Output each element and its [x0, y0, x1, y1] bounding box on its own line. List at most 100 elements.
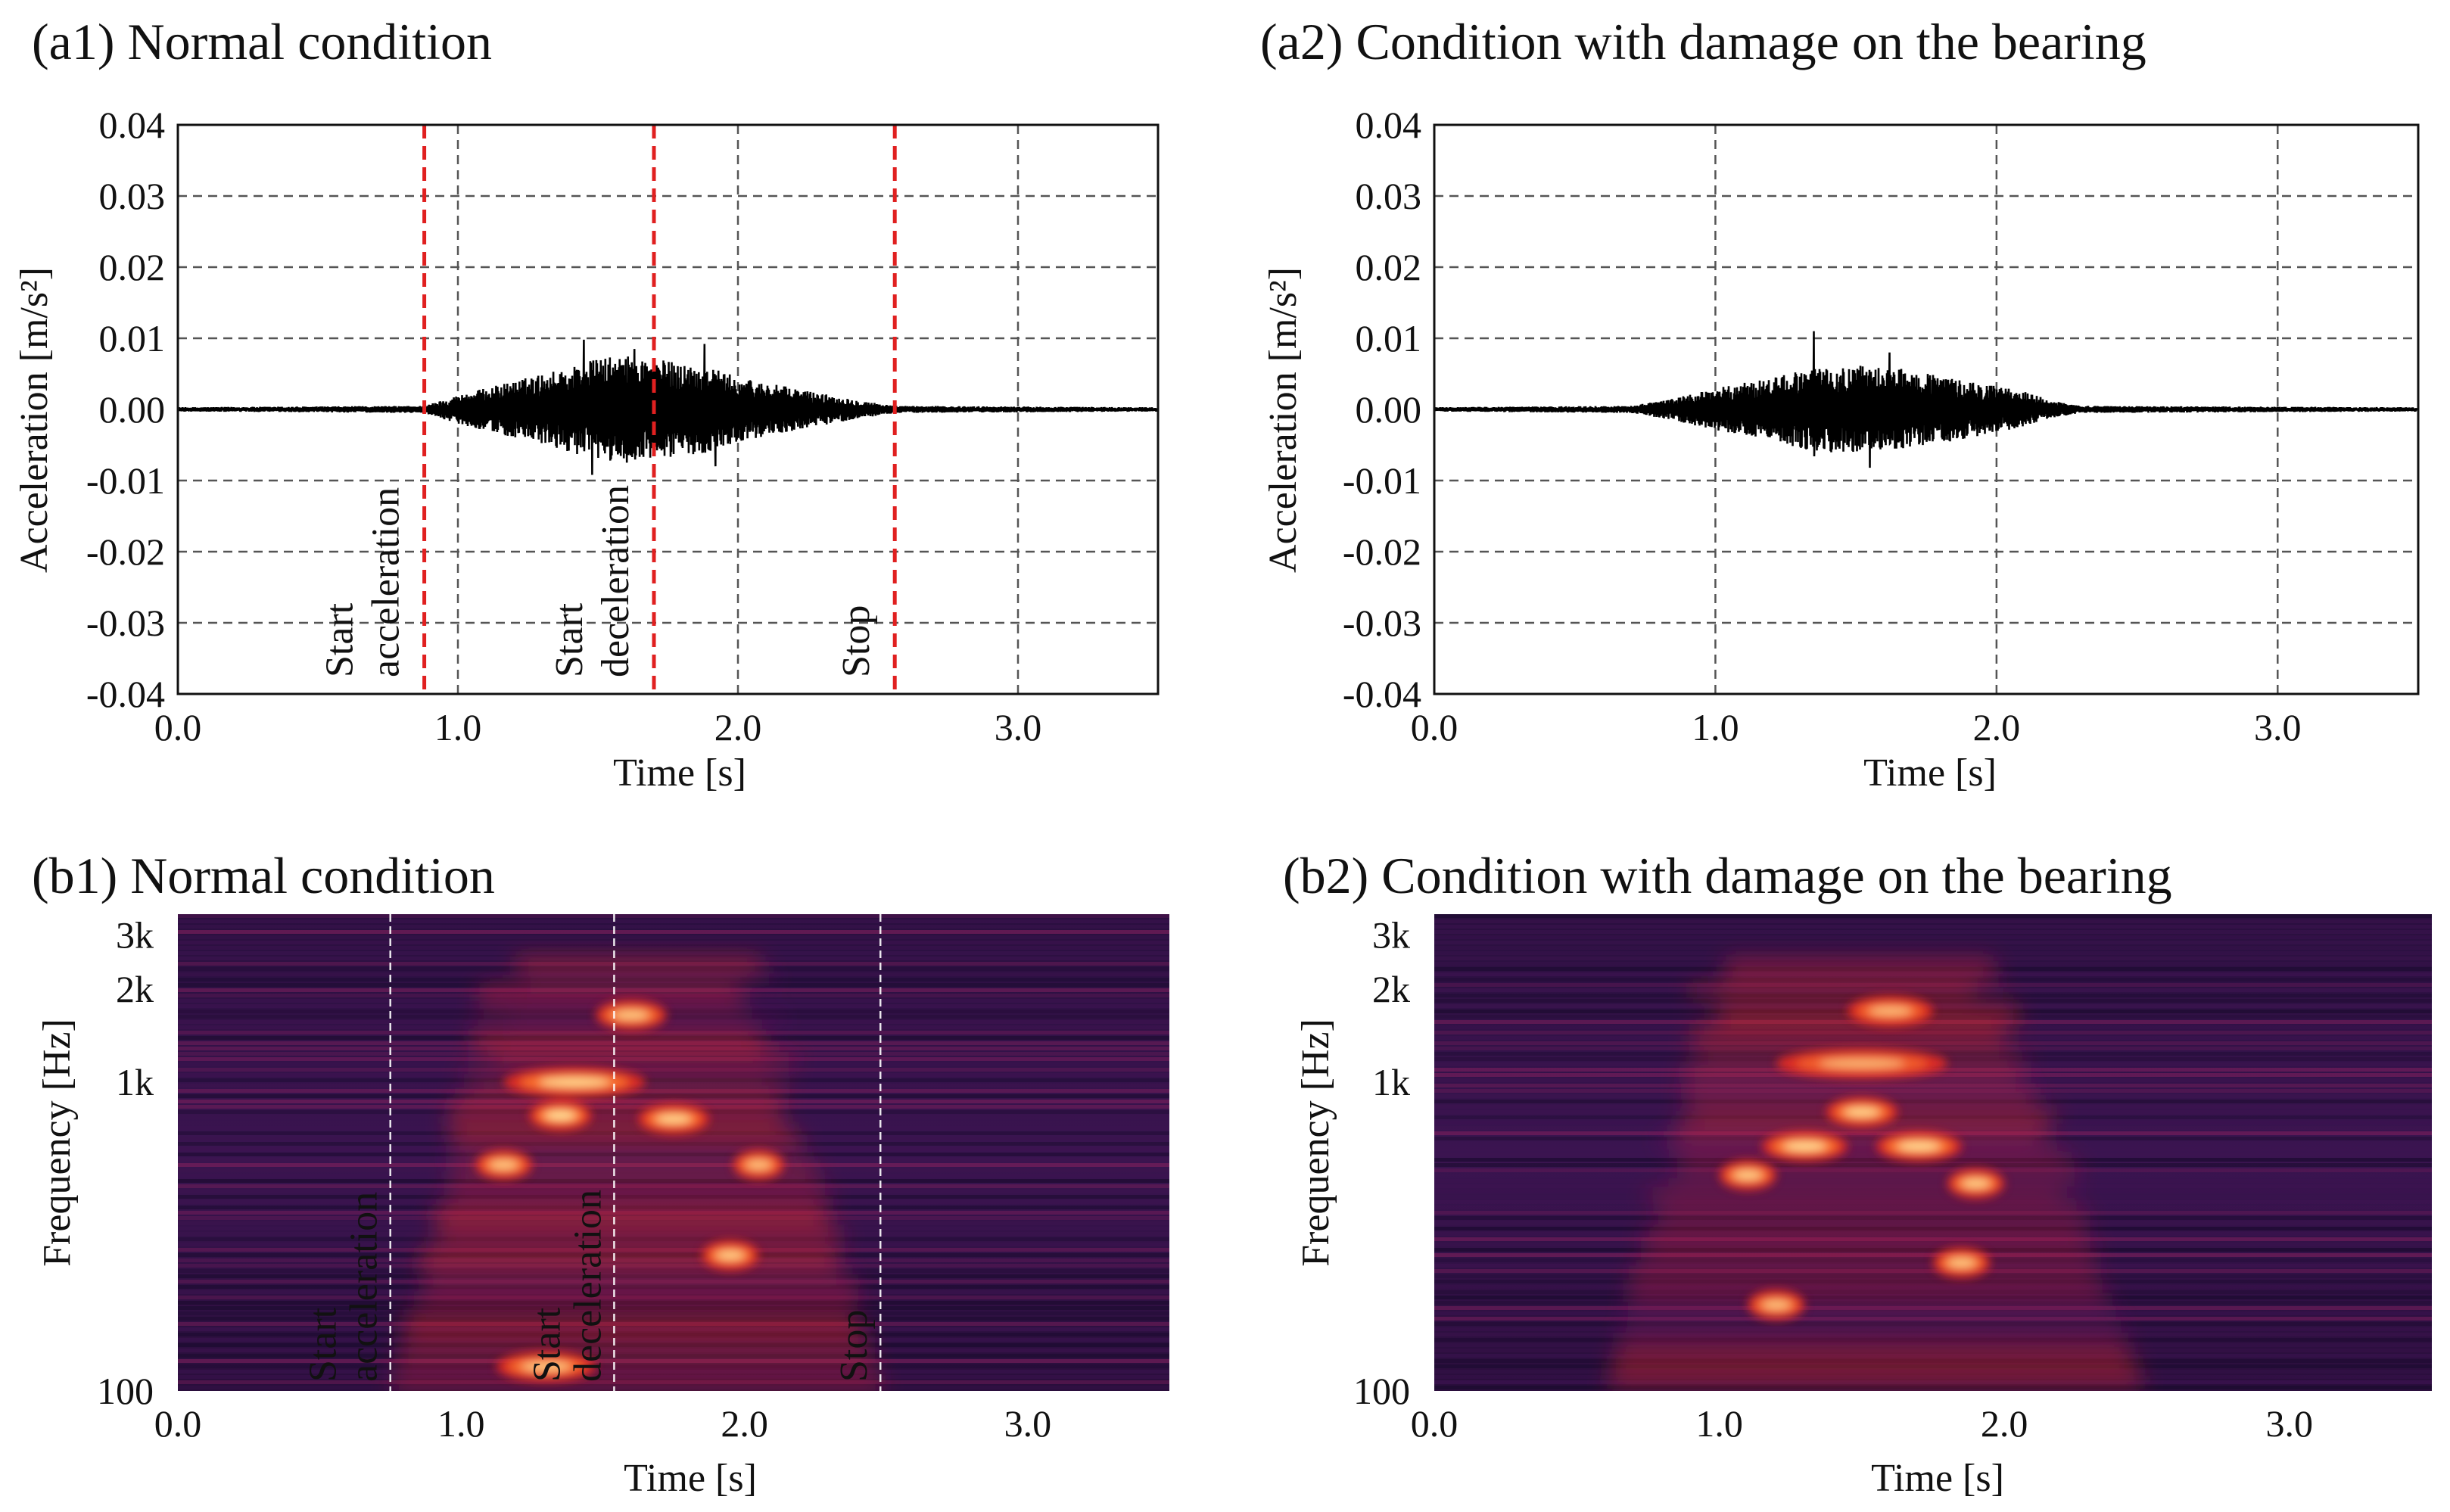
- b2-stripe: [1434, 1036, 2432, 1040]
- b2-stripe: [1434, 1025, 2432, 1029]
- a1-xtick-label: 1.0: [434, 706, 482, 748]
- b2-glow-band: [1688, 1082, 2034, 1090]
- b1-glow-band: [450, 1191, 831, 1199]
- b2-hotspot-peak: [1961, 1178, 1991, 1188]
- b2-stripe: [1434, 957, 2432, 960]
- b2-stripe: [1434, 930, 2432, 934]
- b2-stripe: [1434, 1364, 2432, 1368]
- b2-stripe: [1434, 1121, 2432, 1125]
- panel-a2-signal: [1433, 331, 2420, 468]
- b2-ytick-label: 3k: [1372, 913, 1410, 956]
- b2-glow-band: [1612, 1355, 2131, 1363]
- b1-glow-band: [397, 1355, 873, 1363]
- a1-ytick-label: 0.01: [99, 317, 166, 359]
- b1-stripe: [178, 1364, 1169, 1368]
- b2-xtick-label: 0.0: [1411, 1402, 1458, 1445]
- b1-glow-band: [395, 1368, 879, 1377]
- b1-stripe: [178, 919, 1169, 923]
- b2-glow-band: [1628, 1314, 2121, 1322]
- a2-xtick-label: 2.0: [1973, 706, 2021, 748]
- b1-glow-band: [435, 1205, 823, 1213]
- b2-stripe: [1434, 941, 2432, 944]
- b1-glow-band: [445, 1150, 802, 1159]
- b2-hotspot-peak: [1869, 1006, 1912, 1016]
- b1-stripe: [178, 1253, 1169, 1257]
- b2-glow-band: [1607, 1382, 2143, 1390]
- b2-glow-band: [1636, 1259, 2094, 1268]
- a2-ytick-label: 0.02: [1356, 246, 1422, 288]
- a2-ytick-label: 0.04: [1356, 104, 1422, 146]
- b2-glow-band: [1648, 1246, 2097, 1254]
- b2-stripe: [1434, 946, 2432, 950]
- b2-stripe: [1434, 925, 2432, 929]
- b1-stripe: [178, 941, 1169, 944]
- b1-stripe: [178, 983, 1169, 987]
- b2-glow-band: [1689, 1041, 2009, 1050]
- b2-glow-band: [1625, 1300, 2109, 1308]
- panel-b1-ylabel: Frequency [Hz]: [36, 1019, 79, 1267]
- b1-ytick-label: 1k: [116, 1061, 154, 1103]
- b2-ytick-label: 100: [1353, 1370, 1410, 1412]
- b1-xtick-label: 0.0: [154, 1402, 202, 1445]
- a1-xtick-label: 3.0: [995, 706, 1042, 748]
- b2-glow-band: [1658, 1218, 2090, 1227]
- b2-glow-band: [1645, 1191, 2060, 1199]
- b2-stripe: [1434, 1105, 2432, 1109]
- b2-stripe: [1434, 1184, 2432, 1188]
- b1-stripe: [178, 994, 1169, 997]
- a1-ytick-label: 0.00: [99, 388, 166, 431]
- a2-ytick-label: 0.03: [1356, 175, 1422, 217]
- panel-a2-frame: [1433, 123, 2420, 695]
- b1-marker-label: Start: [525, 1307, 568, 1382]
- b2-stripe: [1434, 1010, 2432, 1013]
- b2-stripe: [1434, 994, 2432, 997]
- b1-xtick-label: 3.0: [1004, 1402, 1052, 1445]
- b2-glow-band: [1726, 960, 1994, 968]
- b1-glow-band: [515, 960, 761, 968]
- b2-hotspot-peak: [1783, 1141, 1826, 1151]
- a2-ytick-label: 0.01: [1356, 317, 1422, 359]
- b1-stripe: [178, 1078, 1169, 1082]
- a1-marker-label: Start: [319, 602, 362, 677]
- a1-xtick-label: 2.0: [714, 706, 762, 748]
- b1-stripe: [178, 1296, 1169, 1299]
- b1-stripe: [178, 1375, 1169, 1379]
- b2-glow-band: [1618, 1341, 2129, 1349]
- b1-stripe: [178, 1280, 1169, 1283]
- b2-stripe: [1434, 1227, 2432, 1230]
- b1-stripe: [178, 1227, 1169, 1230]
- panel-b2: (b2) Condition with damage on the bearin…: [1283, 847, 2432, 1500]
- a1-ytick-label: 0.04: [99, 104, 166, 146]
- b1-ytick-label: 100: [97, 1370, 154, 1412]
- b1-stripe: [178, 1338, 1169, 1342]
- panel-b2-hotspots: [1719, 995, 2005, 1321]
- b1-hotspot-peak: [613, 1010, 649, 1020]
- b1-stripe: [178, 925, 1169, 929]
- b2-glow-band: [1660, 1137, 2040, 1145]
- b1-stripe: [178, 1062, 1169, 1066]
- b1-stripe: [178, 1036, 1169, 1040]
- panel-b1-hotspots: [475, 1000, 784, 1382]
- b1-hotspot-peak: [746, 1160, 772, 1170]
- a1-marker-label: Start: [548, 602, 591, 677]
- b2-stripe: [1434, 1280, 2432, 1283]
- panel-a1-ticks: 0.04 0.03 0.02 0.01 0.00 -0.01 -0.02 -0.03 -0.04…: [86, 104, 1041, 748]
- b1-stripe: [178, 1269, 1169, 1273]
- b2-stripe: [1434, 1311, 2432, 1315]
- b2-glow-band: [1612, 1368, 2140, 1377]
- b1-glow-band: [447, 1123, 788, 1131]
- a1-ytick-label: 0.03: [99, 175, 166, 217]
- b2-hotspot-peak: [1897, 1141, 1941, 1151]
- a2-ytick-label: -0.02: [1343, 530, 1421, 573]
- b1-stripe: [178, 1147, 1169, 1151]
- a2-ytick-label: 0.00: [1356, 388, 1422, 431]
- panel-a2-ticks: 0.04 0.03 0.02 0.01 0.00 -0.01 -0.02 -0.03 -0.04…: [1343, 104, 2302, 748]
- b1-hotspot-peak: [544, 1111, 576, 1121]
- a1-marker-label: deceleration: [594, 485, 637, 677]
- b1-ytick-label: 3k: [116, 913, 154, 956]
- b1-stripe: [178, 946, 1169, 950]
- b1-xtick-label: 1.0: [437, 1402, 485, 1445]
- b1-stripe: [178, 1216, 1169, 1220]
- panel-a1: (a1) Normal condition Acceleration [m/s²…: [13, 13, 1160, 795]
